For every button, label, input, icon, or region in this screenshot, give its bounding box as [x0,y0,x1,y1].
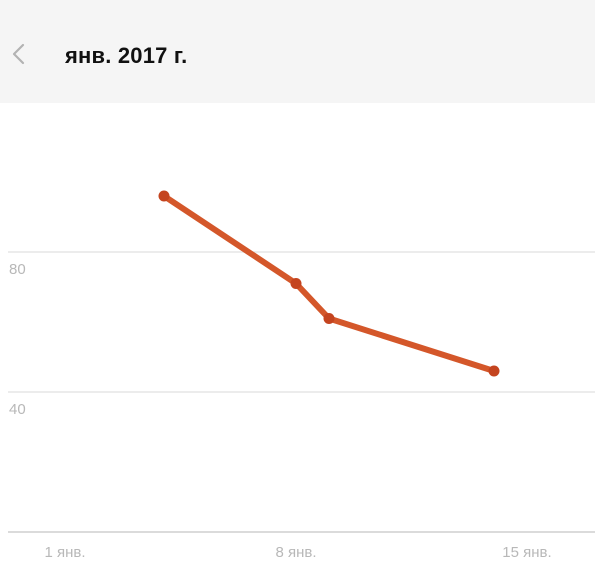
data-point [158,190,170,202]
x-tick-label: 15 янв. [502,544,551,561]
data-point [488,365,500,377]
x-tick-label: 8 янв. [275,544,316,561]
series-line [161,193,497,374]
page-title: янв. 2017 г. [65,43,188,68]
back-button[interactable] [4,36,32,72]
header-bar: янв. 2017 г. [0,0,595,103]
x-tick-label: 1 янв. [44,544,85,561]
y-tick-label: 80 [9,261,26,278]
y-tick-label: 40 [9,401,26,418]
data-point [290,278,302,289]
data-point [323,313,335,324]
chevron-left-icon [12,43,25,65]
chart: 80 40 1 янв. 8 янв. 15 янв. [0,103,595,570]
line-chart: 80 40 1 янв. 8 янв. 15 янв. [8,190,595,561]
